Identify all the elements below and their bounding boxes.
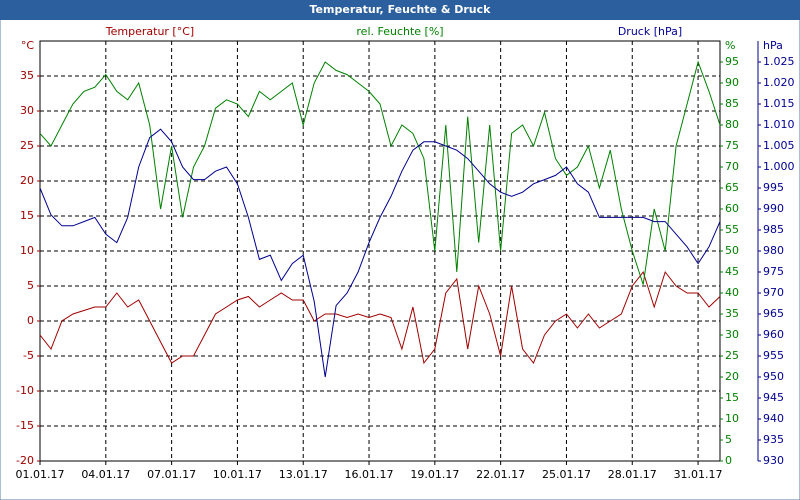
- y3-tick-label: 945: [763, 391, 784, 404]
- y-unit: °C: [21, 39, 35, 52]
- x-tick-label: 19.01.17: [410, 468, 459, 481]
- y3-tick-label: 1.015: [763, 97, 795, 110]
- y2-tick-label: 25: [725, 349, 739, 362]
- y-tick-label: 35: [20, 69, 34, 82]
- y-tick-label: -5: [23, 349, 34, 362]
- y3-tick-label: 985: [763, 223, 784, 236]
- y2-tick-label: 65: [725, 181, 739, 194]
- y3-tick-label: 1.025: [763, 55, 795, 68]
- x-tick-label: 04.01.17: [81, 468, 130, 481]
- y2-tick-label: 40: [725, 286, 739, 299]
- y2-tick-label: 35: [725, 307, 739, 320]
- y3-tick-label: 965: [763, 307, 784, 320]
- y2-tick-label: 5: [725, 433, 732, 446]
- y2-tick-label: 80: [725, 118, 739, 131]
- y2-tick-label: 10: [725, 412, 739, 425]
- x-tick-label: 13.01.17: [279, 468, 328, 481]
- y3-tick-label: 1.000: [763, 160, 795, 173]
- series-line: [39, 128, 721, 378]
- y2-tick-label: 70: [725, 160, 739, 173]
- y-tick-label: -10: [16, 384, 34, 397]
- y2-unit: %: [725, 39, 735, 52]
- legend-entry: Temperatur [°C]: [105, 25, 194, 38]
- y3-tick-label: 930: [763, 454, 784, 467]
- y2-tick-label: 50: [725, 244, 739, 257]
- y3-tick-label: 960: [763, 328, 784, 341]
- y3-tick-label: 955: [763, 349, 784, 362]
- y3-tick-label: 970: [763, 286, 784, 299]
- y-tick-label: 25: [20, 139, 34, 152]
- x-tick-label: 01.01.17: [16, 468, 65, 481]
- title-bar: [0, 0, 800, 20]
- y-tick-label: 15: [20, 209, 34, 222]
- series-line: [39, 270, 721, 365]
- y-tick-label: -20: [16, 454, 34, 467]
- y3-tick-label: 990: [763, 202, 784, 215]
- y3-tick-label: 1.005: [763, 139, 795, 152]
- y3-tick-label: 935: [763, 433, 784, 446]
- y2-tick-label: 95: [725, 55, 739, 68]
- series-line: [39, 60, 721, 285]
- y3-tick-label: 940: [763, 412, 784, 425]
- y2-tick-label: 15: [725, 391, 739, 404]
- x-tick-label: 07.01.17: [147, 468, 196, 481]
- x-tick-label: 22.01.17: [476, 468, 525, 481]
- y3-tick-label: 1.010: [763, 118, 795, 131]
- x-tick-label: 28.01.17: [608, 468, 657, 481]
- legend-entry: rel. Feuchte [%]: [356, 25, 443, 38]
- y-tick-label: -15: [16, 419, 34, 432]
- x-tick-label: 25.01.17: [542, 468, 591, 481]
- y3-tick-label: 980: [763, 244, 784, 257]
- y-tick-label: 0: [27, 314, 34, 327]
- y2-tick-label: 85: [725, 97, 739, 110]
- y2-tick-label: 20: [725, 370, 739, 383]
- y3-tick-label: 1.020: [763, 76, 795, 89]
- y3-unit: hPa: [763, 39, 783, 52]
- y2-tick-label: 60: [725, 202, 739, 215]
- y2-tick-label: 45: [725, 265, 739, 278]
- y3-tick-label: 995: [763, 181, 784, 194]
- y3-tick-label: 950: [763, 370, 784, 383]
- y2-tick-label: 0: [725, 454, 732, 467]
- x-tick-label: 31.01.17: [674, 468, 723, 481]
- y2-tick-label: 75: [725, 139, 739, 152]
- y-tick-label: 10: [20, 244, 34, 257]
- x-tick-label: 10.01.17: [213, 468, 262, 481]
- y2-tick-label: 55: [725, 223, 739, 236]
- y2-tick-label: 90: [725, 76, 739, 89]
- y-tick-label: 5: [27, 279, 34, 292]
- y-tick-label: 20: [20, 174, 34, 187]
- y-tick-label: 30: [20, 104, 34, 117]
- y2-tick-label: 30: [725, 328, 739, 341]
- chart-title: Temperatur, Feuchte & Druck: [310, 3, 492, 16]
- x-tick-label: 16.01.17: [345, 468, 394, 481]
- legend-entry: Druck [hPa]: [618, 25, 682, 38]
- y3-tick-label: 975: [763, 265, 784, 278]
